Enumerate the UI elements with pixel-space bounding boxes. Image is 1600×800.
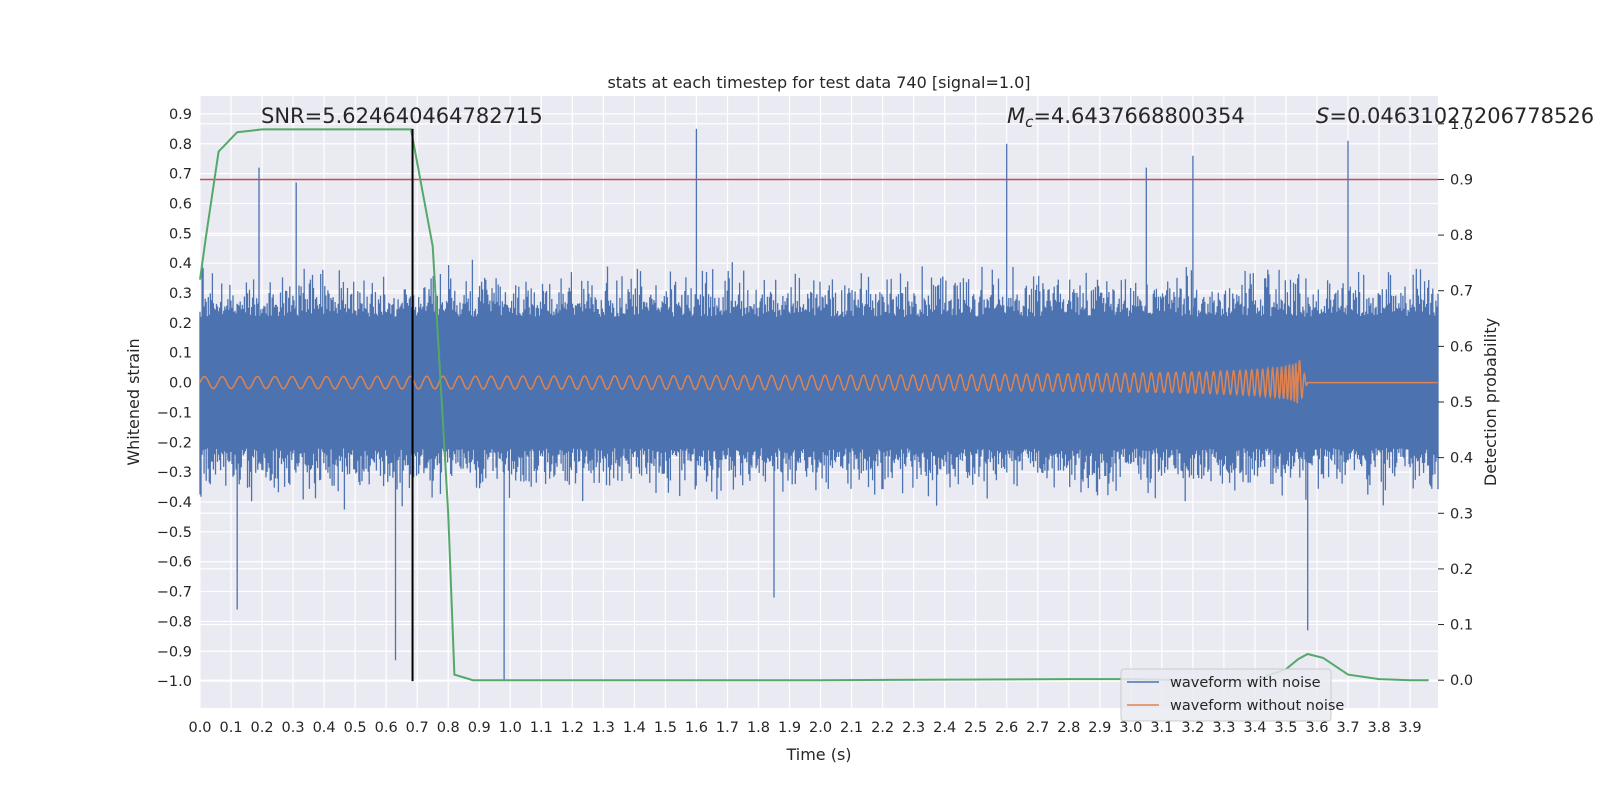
y-tick-label: 0.7 [169,167,192,183]
x-tick-label: 0.2 [251,720,274,736]
x-tick-label: 3.5 [1274,720,1297,736]
x-tick-label: 0.7 [406,720,429,736]
y-tick-label: −0.7 [157,585,192,601]
snr-annotation: SNR=5.624640464782715 [261,104,543,128]
y-tick-label: −0.1 [157,405,192,421]
y-ticks-right: 1.0 0.9 0.8 0.7 0.6 0.5 0.4 0.3 0.2 0.1 0.0 [1438,117,1473,689]
x-tick-label: 0.0 [188,720,211,736]
legend-box [1120,668,1332,722]
y-tick-label-right: 0.5 [1450,395,1473,411]
x-tick-label: 2.3 [902,720,925,736]
x-tick-label: 3.6 [1305,720,1328,736]
x-tick-label: 1.2 [561,720,584,736]
x-tick-label: 0.9 [468,720,491,736]
x-tick-label: 1.3 [592,720,615,736]
x-tick-label: 0.6 [375,720,398,736]
x-tick-label: 1.1 [530,720,553,736]
y-tick-label-right: 0.3 [1450,506,1473,522]
x-tick-label: 3.1 [1150,720,1173,736]
plot-area [199,128,1439,682]
y-tick-label: 0.9 [169,107,192,123]
s-annotation: S=0.04631027206778526 [1316,104,1594,128]
x-tick-label: 2.2 [871,720,894,736]
x-tick-label: 3.0 [1119,720,1142,736]
y-tick-label: 0.1 [169,346,192,362]
y-tick-label: 0.6 [169,196,192,212]
x-axis-label: Time (s) [785,745,851,764]
y-tick-label: −0.2 [157,435,192,451]
y-tick-label: −0.4 [157,495,192,511]
y-tick-label-right: 1.0 [1450,117,1473,133]
x-tick-label: 3.8 [1368,720,1391,736]
y-tick-label: −0.8 [157,614,192,630]
x-tick-label: 2.5 [964,720,987,736]
y-tick-label: 0.3 [169,286,192,302]
x-tick-label: 3.3 [1212,720,1235,736]
x-tick-label: 2.4 [933,720,956,736]
x-tick-label: 1.0 [499,720,522,736]
legend: waveform with noise waveform without noi… [1120,668,1344,722]
x-tick-label: 1.5 [654,720,677,736]
x-tick-label: 3.4 [1243,720,1266,736]
y-tick-label: 0.0 [169,376,192,392]
x-tick-label: 1.8 [747,720,770,736]
x-tick-label: 3.2 [1181,720,1204,736]
y-tick-label: −0.6 [157,555,192,571]
y-tick-label-right: 0.9 [1450,172,1473,188]
y-tick-label: 0.5 [169,226,192,242]
legend-label-noise: waveform with noise [1170,675,1321,691]
y-tick-label-right: 0.1 [1450,618,1473,634]
y-tick-label: −1.0 [157,674,192,690]
y-axis-label: Whitened strain [124,338,143,465]
x-tick-label: 0.8 [437,720,460,736]
y-tick-label-right: 0.7 [1450,284,1473,300]
y-tick-label: 0.4 [169,256,192,272]
chart-title: stats at each timestep for test data 740… [607,73,1030,92]
y-axis-label-right: Detection probability [1481,318,1500,486]
y-tick-label: −0.5 [157,525,192,541]
y-tick-label-right: 0.0 [1450,673,1473,689]
y-tick-label: −0.9 [157,644,192,660]
x-tick-label: 1.9 [778,720,801,736]
y-tick-label-right: 0.4 [1450,451,1473,467]
y-tick-label: −0.3 [157,465,192,481]
series-waveform-without-noise [199,359,1438,404]
x-tick-label: 0.4 [313,720,336,736]
x-tick-label: 0.3 [282,720,305,736]
x-tick-label: 0.5 [344,720,367,736]
legend-label-clean: waveform without noise [1170,698,1344,714]
series-detection-probability [199,128,1429,682]
x-tick-label: 2.6 [995,720,1018,736]
chirp-mass-annotation: Mc=4.6437668800354 [1007,104,1245,131]
x-ticks: 0.0 0.1 0.2 0.3 0.4 0.5 0.6 0.7 0.8 0.9 1.0 1.1 1.2 1… [188,720,1421,736]
x-tick-label: 2.0 [809,720,832,736]
y-tick-label: 0.2 [169,316,192,332]
x-tick-label: 2.7 [1026,720,1049,736]
y-tick-label-right: 0.8 [1450,228,1473,244]
x-tick-label: 2.9 [1088,720,1111,736]
x-tick-label: 3.9 [1399,720,1422,736]
x-tick-label: 3.7 [1336,720,1359,736]
x-tick-label: 1.6 [685,720,708,736]
y-ticks: 0.9 0.8 0.7 0.6 0.5 0.4 0.3 0.2 0.1 0.0 −0.1 −0.2 −0… [157,107,192,690]
x-tick-label: 0.1 [219,720,242,736]
x-tick-label: 2.8 [1057,720,1080,736]
x-tick-label: 1.4 [623,720,646,736]
y-tick-label-right: 0.6 [1450,339,1473,355]
y-tick-label-right: 0.2 [1450,562,1473,578]
x-tick-label: 1.7 [716,720,739,736]
y-tick-label: 0.8 [169,137,192,153]
x-tick-label: 2.1 [840,720,863,736]
